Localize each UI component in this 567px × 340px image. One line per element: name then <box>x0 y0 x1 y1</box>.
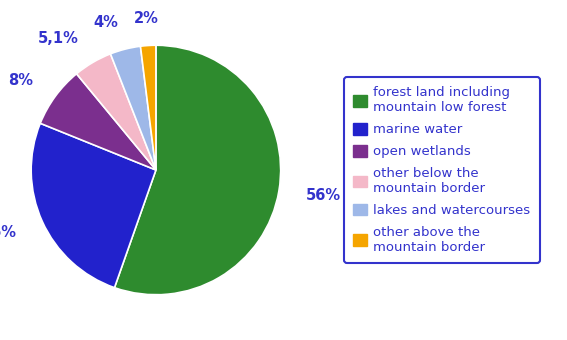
Text: 4%: 4% <box>94 15 119 30</box>
Wedge shape <box>115 45 281 295</box>
Wedge shape <box>40 74 156 170</box>
Legend: forest land including
mountain low forest, marine water, open wetlands, other be: forest land including mountain low fores… <box>344 77 540 263</box>
Wedge shape <box>31 123 156 288</box>
Text: 5,1%: 5,1% <box>38 31 79 46</box>
Wedge shape <box>77 54 156 170</box>
Wedge shape <box>141 45 156 170</box>
Wedge shape <box>111 46 156 170</box>
Text: 26%: 26% <box>0 225 17 240</box>
Text: 2%: 2% <box>134 11 159 26</box>
Text: 8%: 8% <box>8 72 33 88</box>
Text: 56%: 56% <box>306 188 341 203</box>
